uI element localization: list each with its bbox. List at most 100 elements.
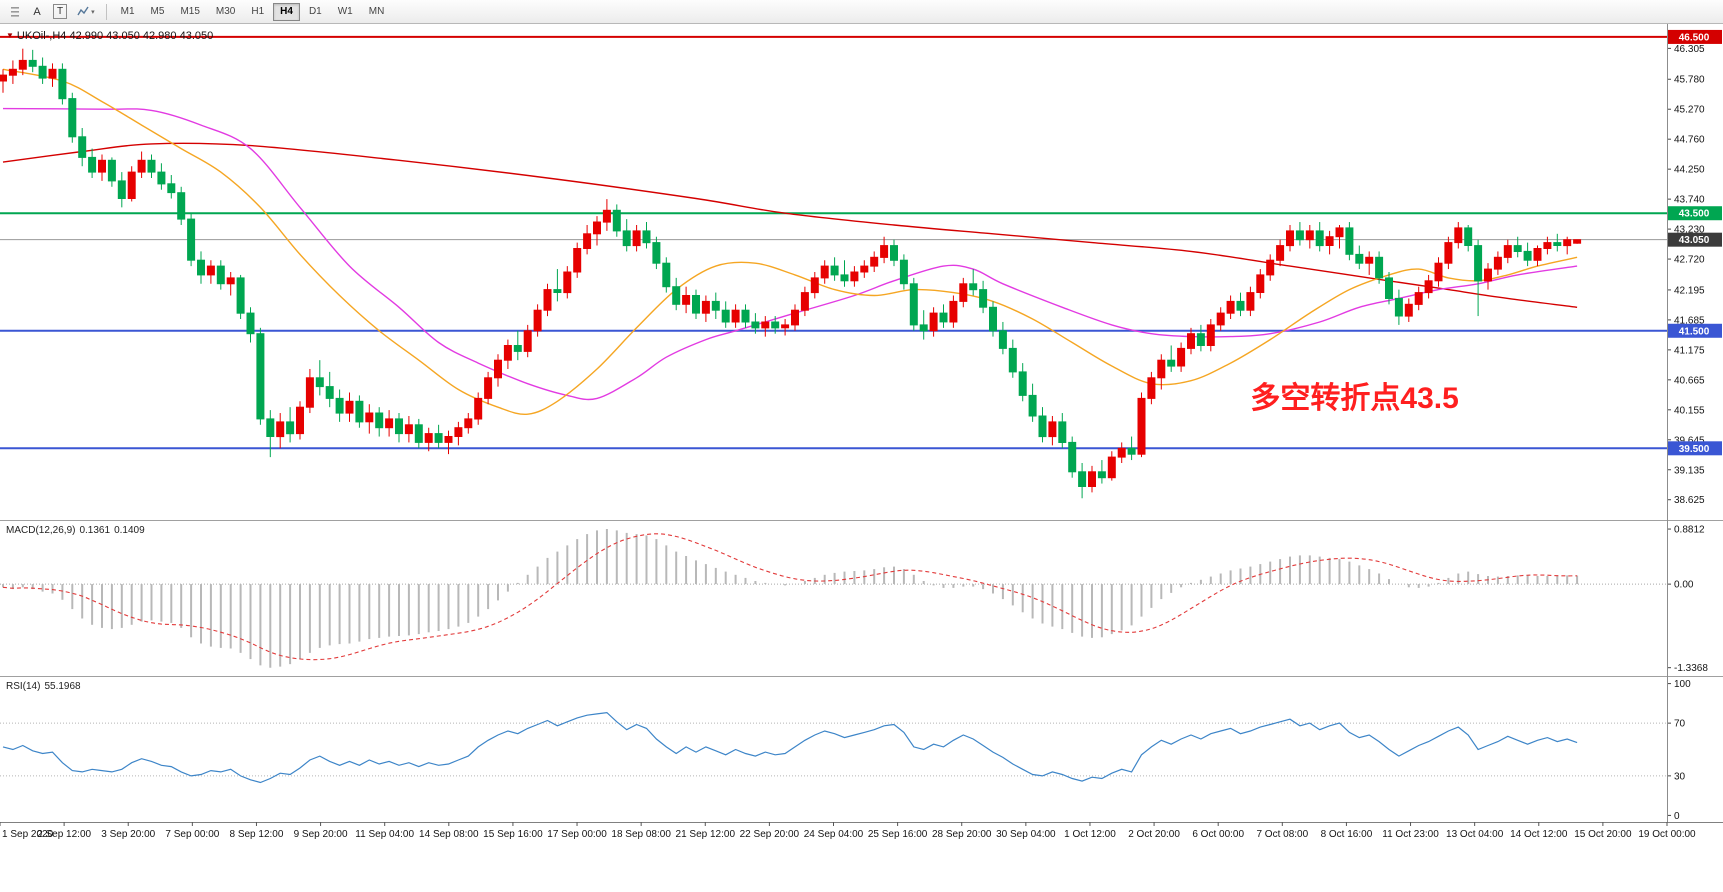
chart-title-text: UKOil-,H4 42.990 43.050 42.980 43.050 [16,30,214,42]
toolbar-grip-icon[interactable] [5,2,25,21]
candle-body [1256,274,1265,293]
price-tick-label: 39.645 [1674,435,1705,446]
candle-body [494,359,502,379]
time-label: 24 Sep 04:00 [804,829,864,840]
candle-body [286,421,295,435]
time-label: 7 Oct 08:00 [1256,829,1308,840]
candle-body [157,171,166,185]
candle-body [68,98,77,138]
rsi-line [2,711,1578,784]
candle-body [355,400,364,423]
price-badge-label: 46.500 [1679,32,1710,43]
price-tick-label: 41.175 [1674,345,1705,356]
candle-body [1543,242,1552,250]
timeframe-m30-button[interactable]: M30 [209,3,242,21]
indicator-arrows-icon [77,6,89,16]
candle-body [266,418,275,437]
indicators-button[interactable]: ▾ [73,2,99,21]
candle-body [929,312,938,332]
time-label: 15 Sep 16:00 [483,829,543,840]
candle-body [1226,300,1235,314]
candle-body [919,324,928,332]
price-tick-label: 39.135 [1674,465,1705,476]
candle-body [1513,245,1522,253]
candle-body [909,283,918,326]
timeframe-m1-button[interactable]: M1 [114,3,142,21]
text-tool-button[interactable]: T [49,2,71,21]
candle-body [177,192,186,220]
candle-body [1167,359,1176,367]
timeframe-d1-button[interactable]: D1 [302,3,329,21]
time-label: 11 Sep 04:00 [355,829,414,840]
candle-body [1335,227,1344,238]
candle-body [1107,456,1116,479]
annotation-text[interactable]: 多空转折点43.5 [1250,382,1459,416]
candle-body [414,424,423,443]
macd-tick-label: -1.3368 [1674,663,1708,674]
candle-body [642,230,651,244]
timeframe-h4-button[interactable]: H4 [273,2,300,21]
timeframe-m15-button[interactable]: M15 [173,3,206,21]
candle-body [1563,239,1572,247]
candle-body [197,259,205,276]
time-label: 13 Oct 04:00 [1446,829,1504,840]
candle-body [335,397,344,414]
candle-body [939,312,948,323]
time-label: 3 Sep 20:00 [101,829,155,840]
price-badge [1667,323,1722,338]
candle-body [1523,250,1532,261]
candle-body [1078,471,1087,487]
price-tick-label: 45.780 [1674,75,1705,86]
time-label: 9 Sep 20:00 [294,829,348,840]
macd-plot-area[interactable] [0,521,1667,676]
timeframe-h1-button[interactable]: H1 [244,3,271,21]
cursor-tool-button[interactable]: A [27,2,47,21]
candle-body [1028,394,1037,417]
timeframe-w1-button[interactable]: W1 [331,3,360,21]
candle-body [1315,230,1324,247]
candle-body [989,306,997,332]
candle-body [731,309,740,323]
price-tick-label: 43.230 [1674,225,1705,236]
macd-tick-label: 0.8812 [1674,525,1705,536]
rsi-tick-label: 100 [1674,679,1691,690]
candle-body [315,377,324,388]
candle-body [652,242,661,264]
timeframe-m5-button[interactable]: M5 [144,3,172,21]
candle-body [345,400,354,414]
candle-body [1325,236,1334,246]
candle-body [721,309,730,323]
candle-body [167,183,176,194]
candle-body [98,159,106,173]
candle-body [1008,347,1017,373]
time-axis[interactable] [0,822,1723,846]
candle-body [593,221,601,235]
candle-body [325,386,334,399]
candle-body [1295,230,1304,241]
candle-body [137,159,146,173]
rsi-tick-label: 70 [1674,719,1686,730]
candle-body [949,300,958,323]
candle-body [1266,259,1275,276]
candle-body [1117,447,1126,458]
candle-body [0,74,7,82]
candle-body [1127,447,1136,455]
price-badge [1667,206,1722,221]
candle-body [781,324,790,329]
candle-body [682,295,691,305]
candle-body [622,230,631,247]
candle-body [1394,297,1403,317]
rsi-name: RSI(14) [6,681,41,692]
rsi-plot-area[interactable] [0,677,1667,822]
candle-body [1355,253,1364,264]
candle-body [1137,397,1146,455]
candle-body [434,433,443,443]
price-axis[interactable] [1667,24,1723,822]
candle-body [969,283,978,291]
candle-body [880,245,889,258]
timeframe-mn-button[interactable]: MN [362,3,392,21]
candle-body [1236,300,1245,311]
price-tick-label: 40.665 [1674,375,1705,386]
macd-name: MACD(12,26,9) [6,525,76,536]
time-label: 25 Sep 16:00 [868,829,928,840]
